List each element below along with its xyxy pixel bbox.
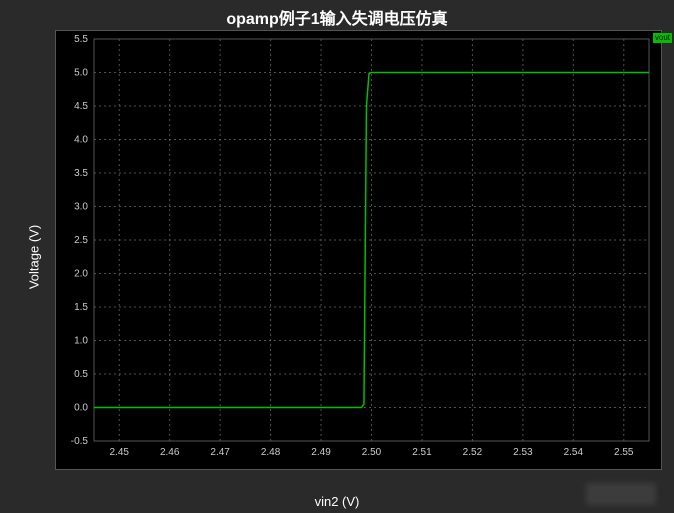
svg-text:2.0: 2.0	[74, 269, 88, 280]
y-axis-label: Voltage (V)	[27, 224, 42, 288]
svg-text:2.47: 2.47	[210, 447, 230, 458]
svg-text:5.5: 5.5	[74, 34, 88, 45]
svg-text:2.5: 2.5	[74, 235, 88, 246]
svg-text:2.54: 2.54	[564, 447, 584, 458]
svg-text:2.46: 2.46	[160, 447, 180, 458]
svg-text:3.0: 3.0	[74, 202, 88, 213]
svg-text:2.49: 2.49	[311, 447, 331, 458]
svg-text:2.48: 2.48	[261, 447, 281, 458]
svg-text:4.5: 4.5	[74, 101, 88, 112]
svg-text:0.0: 0.0	[74, 403, 88, 414]
svg-text:1.0: 1.0	[74, 336, 88, 347]
svg-text:5.0: 5.0	[74, 68, 88, 79]
svg-text:-0.5: -0.5	[71, 436, 89, 447]
svg-text:2.55: 2.55	[614, 447, 634, 458]
svg-text:2.51: 2.51	[412, 447, 432, 458]
chart-container: opamp例子1输入失调电压仿真 Voltage (V) vin2 (V) 2.…	[0, 0, 674, 513]
svg-text:2.52: 2.52	[463, 447, 483, 458]
svg-text:2.45: 2.45	[109, 447, 129, 458]
svg-text:0.5: 0.5	[74, 369, 88, 380]
svg-text:4.0: 4.0	[74, 135, 88, 146]
plot-area: 2.452.462.472.482.492.502.512.522.532.54…	[55, 30, 662, 470]
svg-text:2.50: 2.50	[362, 447, 382, 458]
svg-text:3.5: 3.5	[74, 168, 88, 179]
watermark	[586, 483, 656, 505]
x-axis-label: vin2 (V)	[0, 494, 674, 509]
series-legend: vout	[653, 33, 672, 43]
svg-text:2.53: 2.53	[513, 447, 533, 458]
svg-text:1.5: 1.5	[74, 302, 88, 313]
chart-title: opamp例子1输入失调电压仿真	[0, 5, 674, 29]
plot-svg: 2.452.462.472.482.492.502.512.522.532.54…	[56, 31, 661, 469]
